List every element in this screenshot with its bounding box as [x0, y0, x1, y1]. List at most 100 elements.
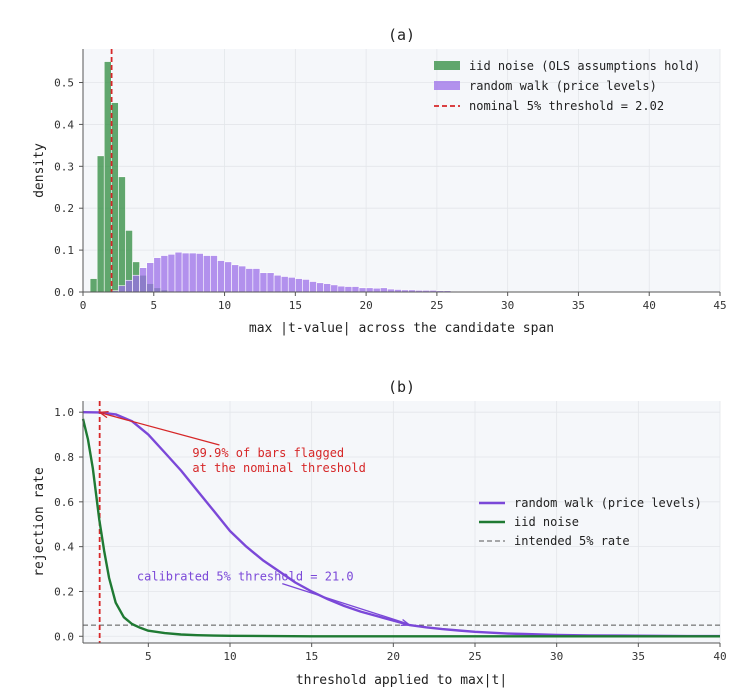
panel-a-y-tick-label: 0.2 — [54, 202, 74, 215]
panel-b-x-tick-label: 15 — [305, 650, 318, 663]
panel-b-y-axis-label: rejection rate — [32, 467, 47, 577]
panel-a-x-axis-label: max |t-value| across the candidate span — [249, 321, 554, 336]
random-walk-bar — [195, 253, 204, 293]
random-walk-bar — [302, 279, 310, 293]
legend-iid-noise-label: iid noise — [514, 515, 579, 529]
random-walk-bar — [125, 279, 133, 293]
panel-a-y-tick-label: 0.3 — [54, 160, 74, 173]
random-walk-rejection-line — [82, 411, 720, 638]
panel-a-plot-background — [83, 49, 720, 292]
panel-a-y-axis-label: density — [32, 143, 47, 198]
panel-b-y-tick-label: 0.4 — [54, 541, 74, 554]
iid-noise-bar — [96, 155, 105, 293]
random-walk-bar — [174, 251, 183, 293]
legend-iid-noise-swatch — [434, 61, 460, 70]
panel-a: 0 5 10 15 20 25 30 35 40 45 0.0 0.1 0.2 0.3 0.4 0.5 (a)… — [32, 26, 727, 336]
panel-b-x-tick-label: 20 — [387, 650, 400, 663]
legend-iid-noise-label: iid noise (OLS assumptions hold) — [469, 59, 700, 73]
panel-a-x-tick-label: 15 — [289, 299, 302, 312]
panel-b-x-axis-label: threshold applied to max|t| — [296, 673, 507, 688]
iid-noise-bar — [103, 61, 112, 293]
random-walk-bar — [139, 267, 148, 293]
panel-b-grid — [83, 401, 721, 643]
nominal-threshold-annotation-arrowhead — [97, 411, 109, 419]
random-walk-bar — [132, 274, 140, 293]
panel-b-lines — [81, 411, 720, 638]
random-walk-bar — [203, 255, 211, 293]
random-walk-bar — [238, 265, 247, 293]
panel-a-x-tick-label: 25 — [430, 299, 443, 312]
iid-noise-bar — [89, 278, 98, 293]
random-walk-bar — [160, 255, 169, 293]
random-walk-bar — [344, 286, 353, 293]
panel-b-y-tick-label: 0.6 — [54, 496, 74, 509]
random-walk-bar — [217, 260, 225, 293]
panel-b-x-tick-label: 40 — [713, 650, 726, 663]
panel-a-axes: 0 5 10 15 20 25 30 35 40 45 0.0 0.1 0.2 0.3 0.4 0.5 — [54, 49, 727, 312]
iid-noise-rejection-line — [81, 418, 720, 638]
calibrated-threshold-annotation-arrow — [282, 583, 406, 624]
legend-intended-rate-label: intended 5% rate — [514, 534, 630, 548]
iid-noise-bar — [118, 176, 126, 293]
random-walk-bar — [337, 285, 346, 293]
legend-random-walk-label: random walk (price levels) — [469, 79, 657, 93]
random-walk-bar — [153, 257, 162, 293]
panel-a-x-tick-label: 20 — [359, 299, 372, 312]
random-walk-bar — [295, 278, 303, 293]
panel-a-x-tick-label: 10 — [218, 299, 231, 312]
random-walk-bar — [379, 287, 388, 293]
panel-a-x-tick-label: 0 — [80, 299, 87, 312]
random-walk-bar — [224, 261, 232, 293]
random-walk-bar — [181, 252, 190, 293]
panel-b-axes: 5 10 15 20 25 30 35 40 0.0 0.2 0.4 0.6 0.8 1.0 — [54, 401, 727, 663]
calibrated-threshold-annotation-arrowhead — [400, 619, 412, 627]
random-walk-bar — [231, 264, 240, 293]
panel-a-x-tick-label: 30 — [501, 299, 514, 312]
random-walk-bar — [316, 282, 324, 293]
random-walk-bar — [259, 272, 268, 293]
random-walk-bar — [287, 277, 296, 293]
random-walk-bar — [167, 253, 176, 293]
random-walk-bar — [280, 276, 289, 293]
random-walk-bar — [252, 268, 261, 293]
panel-b-y-tick-label: 0.0 — [54, 630, 74, 643]
random-walk-bar — [330, 284, 339, 293]
random-walk-bar — [365, 287, 374, 293]
panel-a-x-tick-label: 40 — [643, 299, 656, 312]
random-walk-bar — [266, 272, 275, 293]
panel-a-y-tick-label: 0.5 — [54, 77, 74, 90]
panel-b-x-tick-label: 35 — [632, 650, 645, 663]
panel-b-title: (b) — [388, 378, 415, 396]
random-walk-bar — [188, 252, 197, 293]
random-walk-bar — [358, 287, 367, 293]
nominal-threshold-annotation-text: 99.9% of bars flagged — [192, 446, 344, 460]
panel-a-x-tick-label: 35 — [572, 299, 585, 312]
calibrated-threshold-annotation-text: calibrated 5% threshold = 21.0 — [137, 569, 354, 583]
nominal-threshold-annotation-text: at the nominal threshold — [192, 461, 365, 475]
panel-a-legend: iid noise (OLS assumptions hold) random w… — [434, 59, 700, 113]
panel-a-y-tick-label: 0.1 — [54, 244, 74, 257]
panel-b-y-tick-label: 0.8 — [54, 451, 74, 464]
nominal-threshold-annotation-arrow — [102, 412, 220, 446]
legend-random-walk-label: random walk (price levels) — [514, 496, 702, 510]
random-walk-bar — [245, 268, 254, 293]
panel-b-legend: random walk (price levels) iid noise inten… — [479, 496, 702, 548]
panel-b-x-tick-label: 10 — [223, 650, 236, 663]
random-walk-bar — [118, 285, 126, 293]
legend-threshold-label: nominal 5% threshold = 2.02 — [469, 99, 664, 113]
panel-b-y-tick-label: 0.2 — [54, 585, 74, 598]
panel-a-x-tick-label: 45 — [713, 299, 726, 312]
panel-a-y-tick-label: 0.4 — [54, 118, 74, 131]
random-walk-bar — [351, 286, 360, 293]
random-walk-bar — [323, 283, 332, 293]
panel-a-x-tick-label: 5 — [150, 299, 157, 312]
random-walk-bar — [372, 287, 381, 293]
random-walk-bar — [273, 274, 282, 293]
legend-random-walk-swatch — [434, 81, 460, 90]
panel-b-plot-background — [83, 401, 720, 643]
panel-a-y-tick-label: 0.0 — [54, 286, 74, 299]
random-walk-bar — [210, 255, 218, 293]
